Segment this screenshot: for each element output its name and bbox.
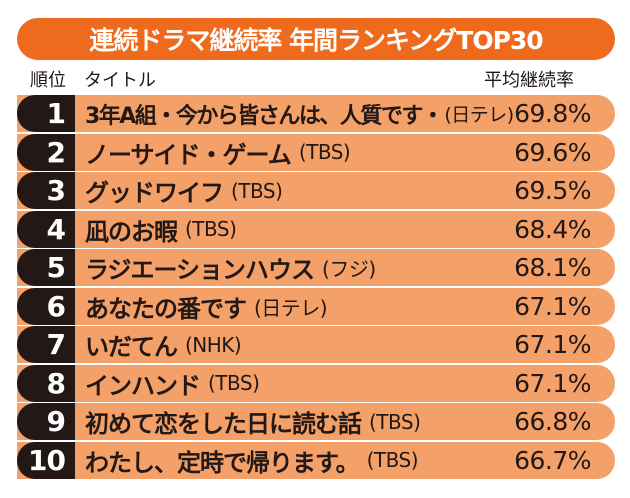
rate-value: 68.1% <box>514 253 591 282</box>
drama-title: 凪のお暇 <box>85 217 178 246</box>
rank-badge: 6 <box>17 287 75 325</box>
header-title: タイトル <box>84 70 156 91</box>
rank-badge: 3 <box>17 172 75 209</box>
drama-title: わたし、定時で帰ります。 <box>85 448 360 477</box>
ranking-row: 3 グッドワイフ (TBS) 69.5% <box>17 172 615 209</box>
drama-title: インハンド <box>85 371 201 400</box>
rate-value: 66.8% <box>514 407 591 436</box>
rank-badge: 10 <box>17 441 75 479</box>
drama-title: グッドワイフ <box>85 179 224 207</box>
station-label: (TBS) <box>369 409 421 434</box>
drama-title: あなたの番です <box>85 294 247 323</box>
rate-value: 67.1% <box>514 368 591 398</box>
drama-title: 3年A組・今から皆さんは、人質です・ <box>85 103 444 129</box>
station-label: (日テレ) <box>444 104 514 126</box>
station-label: (TBS) <box>208 371 260 395</box>
ranking-row: 1 3年A組・今から皆さんは、人質です・ (日テレ) 69.8% <box>17 95 615 132</box>
station-label: (日テレ) <box>254 295 328 320</box>
ranking-row: 8 インハンド (TBS) 67.1% <box>17 364 615 402</box>
rate-value: 67.1% <box>514 291 591 321</box>
rank-badge: 8 <box>17 364 75 402</box>
header-rank: 順位 <box>30 70 66 91</box>
rate-value: 69.6% <box>514 137 591 167</box>
ranking-row: 10 わたし、定時で帰ります。 (TBS) 66.7% <box>17 441 615 479</box>
header-rate: 平均継続率 <box>484 70 574 91</box>
station-label: (TBS) <box>298 140 351 164</box>
rate-value: 68.4% <box>514 214 591 244</box>
drama-title: いだてん <box>85 333 178 361</box>
rank-badge: 7 <box>17 326 75 363</box>
rank-badge: 2 <box>17 133 75 171</box>
station-label: (NHK) <box>185 332 242 357</box>
rate-value: 69.5% <box>514 176 591 205</box>
ranking-row: 2 ノーサイド・ゲーム (TBS) 69.6% <box>17 133 615 171</box>
rank-badge: 5 <box>17 249 75 286</box>
ranking-row: 7 いだてん (NHK) 67.1% <box>17 326 615 363</box>
drama-title: 初めて恋をした日に読む話 <box>85 410 362 438</box>
rate-value: 69.8% <box>514 99 591 128</box>
drama-title: ノーサイド・ゲーム <box>85 140 292 169</box>
ranking-row: 4 凪のお暇 (TBS) 68.4% <box>17 210 615 248</box>
rank-badge: 1 <box>17 95 75 132</box>
station-label: (フジ) <box>322 257 376 281</box>
ranking-row: 6 あなたの番です (日テレ) 67.1% <box>17 287 615 325</box>
column-headers: 順位 タイトル 平均継続率 <box>0 62 630 92</box>
ranking-list: 1 3年A組・今から皆さんは、人質です・ (日テレ) 69.8% 2 ノーサイド… <box>17 95 615 480</box>
station-label: (TBS) <box>366 448 419 472</box>
rate-value: 66.7% <box>514 445 591 475</box>
rank-badge: 4 <box>17 210 75 248</box>
ranking-row: 5 ラジエーションハウス (フジ) 68.1% <box>17 249 615 286</box>
ranking-title: 連続ドラマ継続率 年間ランキングTOP30 <box>17 18 615 60</box>
rank-badge: 9 <box>17 403 75 440</box>
drama-title: ラジエーションハウス <box>85 256 315 284</box>
station-label: (TBS) <box>185 217 237 241</box>
rate-value: 67.1% <box>514 330 591 359</box>
station-label: (TBS) <box>231 178 283 203</box>
ranking-row: 9 初めて恋をした日に読む話 (TBS) 66.8% <box>17 403 615 440</box>
